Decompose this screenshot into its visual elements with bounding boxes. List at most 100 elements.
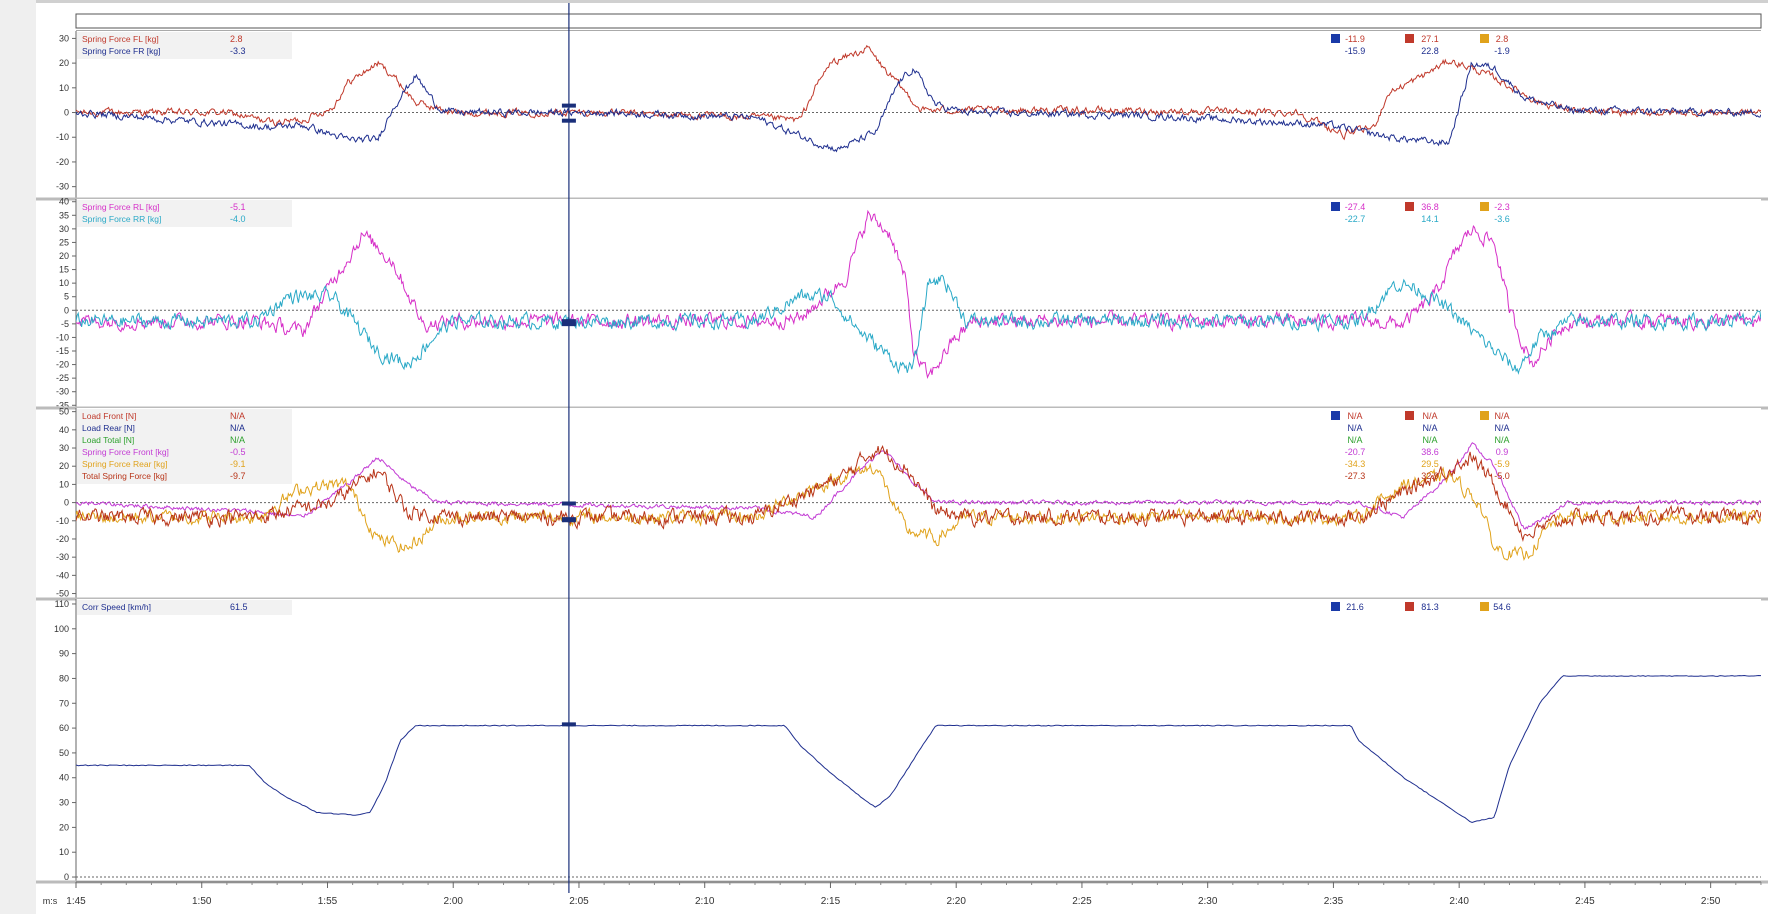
cursor-layer[interactable] bbox=[561, 3, 576, 893]
legend-label: Spring Force RL [kg] bbox=[82, 202, 160, 212]
min-value: -27.3 bbox=[1345, 471, 1366, 481]
cursor-value: -3.3 bbox=[230, 46, 246, 56]
y-tick-label: 5 bbox=[64, 292, 69, 302]
cursor-value: -9.7 bbox=[230, 471, 246, 481]
avg-value: 0.9 bbox=[1496, 447, 1509, 457]
series-lines bbox=[76, 674, 1761, 824]
series-line bbox=[76, 442, 1761, 530]
cursor-marker bbox=[561, 322, 576, 327]
y-axis: 30 20 10 0 -10 -20 -30 bbox=[56, 31, 77, 199]
y-tick-label: -40 bbox=[56, 570, 69, 580]
cursor-marker bbox=[561, 518, 576, 523]
series-lines bbox=[76, 44, 1761, 153]
legend-background bbox=[77, 32, 292, 59]
chart-pane-2[interactable]: 40 35 30 25 20 15 10 5 0 -5 -10 -15 -20 -25 -30 -35 Spri… bbox=[36, 197, 1768, 411]
y-tick-label: -30 bbox=[56, 552, 69, 562]
cursor-value: -9.1 bbox=[230, 459, 246, 469]
x-tick-label: 2:10 bbox=[695, 896, 715, 907]
time-axis: m:s 1:45 1:50 1:55 2:00 2:05 2:10 2:15 2:20 2:25 2… bbox=[43, 881, 1762, 907]
legend-label: Spring Force Front [kg] bbox=[82, 447, 169, 457]
y-tick-label: 30 bbox=[59, 798, 69, 808]
cursor-marker bbox=[561, 118, 576, 123]
legend-label: Spring Force RR [kg] bbox=[82, 214, 161, 224]
min-value: -11.9 bbox=[1345, 34, 1365, 44]
series-lines bbox=[76, 442, 1761, 561]
avg-stat-icon bbox=[1480, 411, 1489, 420]
x-axis-unit-label: m:s bbox=[43, 896, 58, 906]
legend[interactable]: Spring Force RL [kg] -5.1 Spring Force RR … bbox=[82, 202, 246, 224]
y-tick-label: 100 bbox=[54, 624, 69, 634]
legend[interactable]: Corr Speed [km/h] 61.5 bbox=[82, 602, 248, 612]
x-tick-label: 2:30 bbox=[1198, 896, 1218, 907]
legend-label: Load Front [N] bbox=[82, 411, 136, 421]
min-stat-icon bbox=[1331, 602, 1340, 611]
y-tick-label: 30 bbox=[59, 224, 69, 234]
legend[interactable]: Load Front [N] N/A Load Rear [N] N/A Load To… bbox=[82, 411, 246, 481]
y-axis: 50 40 30 20 10 0 -10 -20 -30 -40 -50 bbox=[56, 407, 77, 599]
max-value: N/A bbox=[1422, 411, 1437, 421]
legend-background bbox=[77, 409, 292, 484]
max-value: 81.3 bbox=[1421, 602, 1439, 612]
y-tick-label: -15 bbox=[56, 346, 69, 356]
y-tick-label: 35 bbox=[59, 210, 69, 220]
y-tick-label: 0 bbox=[64, 108, 69, 118]
y-tick-label: 10 bbox=[59, 847, 69, 857]
avg-value: 54.6 bbox=[1493, 602, 1511, 612]
min-value: N/A bbox=[1347, 435, 1362, 445]
y-tick-label: 20 bbox=[59, 822, 69, 832]
cursor-value: 61.5 bbox=[230, 602, 248, 612]
y-tick-label: 10 bbox=[59, 479, 69, 489]
y-tick-label: 50 bbox=[59, 407, 69, 417]
y-tick-label: 60 bbox=[59, 723, 69, 733]
max-value: 14.1 bbox=[1421, 214, 1439, 224]
y-tick-label: -10 bbox=[56, 332, 69, 342]
avg-value: -1.9 bbox=[1494, 46, 1510, 56]
legend-label: Spring Force FR [kg] bbox=[82, 46, 160, 56]
left-gutter bbox=[0, 0, 36, 914]
x-tick-label: 2:05 bbox=[569, 896, 589, 907]
min-stat-icon bbox=[1331, 202, 1340, 211]
min-stat-icon bbox=[1331, 34, 1340, 43]
x-tick-label: 1:50 bbox=[192, 896, 212, 907]
series-line bbox=[76, 674, 1761, 824]
max-stat-icon bbox=[1405, 34, 1414, 43]
legend[interactable]: Spring Force FL [kg] 2.8 Spring Force FR [… bbox=[82, 34, 246, 56]
max-value: 27.1 bbox=[1421, 34, 1439, 44]
series-line bbox=[76, 61, 1761, 153]
y-tick-label: -20 bbox=[56, 360, 69, 370]
x-tick-label: 2:25 bbox=[1072, 896, 1092, 907]
cursor-value: -4.0 bbox=[230, 214, 246, 224]
y-tick-label: 20 bbox=[59, 58, 69, 68]
x-tick-label: 2:40 bbox=[1449, 896, 1469, 907]
legend-label: Spring Force Rear [kg] bbox=[82, 459, 168, 469]
statistics: 21.6 81.3 54.6 bbox=[1331, 602, 1511, 612]
min-value: -22.7 bbox=[1345, 214, 1366, 224]
overview-strip[interactable] bbox=[75, 13, 1762, 29]
avg-value: -5.9 bbox=[1494, 459, 1510, 469]
series-line bbox=[76, 274, 1761, 375]
avg-stat-icon bbox=[1480, 202, 1489, 211]
min-value: N/A bbox=[1347, 423, 1362, 433]
y-tick-label: 110 bbox=[55, 599, 69, 609]
x-tick-label: 2:00 bbox=[443, 896, 463, 907]
max-value: N/A bbox=[1422, 435, 1437, 445]
cursor-value: -0.5 bbox=[230, 447, 246, 457]
statistics: N/A N/A N/A N/A N/A N/A N/A N/A N/A -20.7 38.6 0.9 -… bbox=[1331, 411, 1510, 481]
cursor-marker bbox=[561, 501, 576, 506]
legend-label: Load Total [N] bbox=[82, 435, 134, 445]
cursor-value: N/A bbox=[230, 423, 245, 433]
chart-pane-3[interactable]: 50 40 30 20 10 0 -10 -20 -30 -40 -50 Load Front [N]… bbox=[36, 407, 1768, 601]
y-tick-label: 20 bbox=[59, 461, 69, 471]
y-tick-label: -35 bbox=[56, 400, 69, 410]
y-tick-label: 90 bbox=[59, 649, 69, 659]
min-stat-icon bbox=[1331, 411, 1340, 420]
pane-background bbox=[76, 31, 1761, 199]
max-value: 38.6 bbox=[1421, 447, 1439, 457]
y-tick-label: -5 bbox=[61, 319, 69, 329]
avg-value: 2.8 bbox=[1496, 34, 1509, 44]
x-tick-label: 2:15 bbox=[821, 896, 841, 907]
